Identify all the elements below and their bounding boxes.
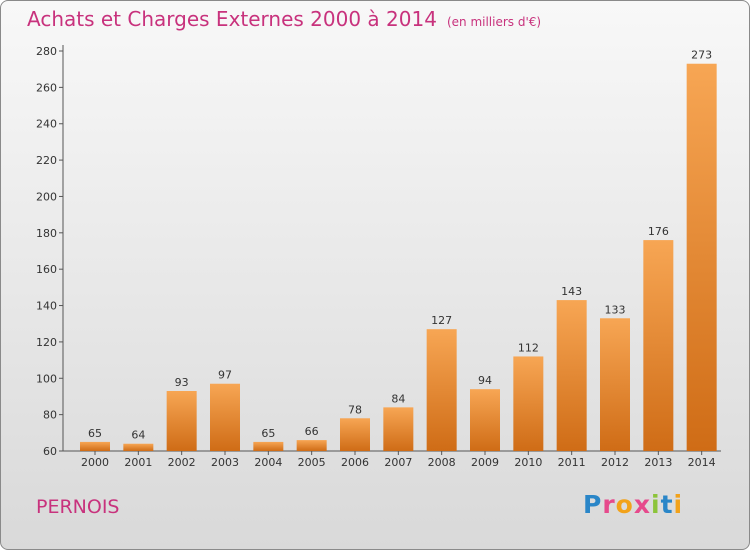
- data-label: 64: [131, 429, 145, 442]
- bar: [123, 443, 154, 451]
- y-tick-label: 160: [36, 263, 57, 276]
- x-tick-label: 2013: [644, 456, 672, 469]
- bar: [513, 356, 544, 451]
- data-label: 133: [605, 303, 626, 316]
- y-tick-label: 240: [36, 118, 57, 131]
- x-tick-label: 2007: [384, 456, 412, 469]
- y-tick-label: 80: [43, 409, 57, 422]
- y-tick-label: 200: [36, 190, 57, 203]
- x-tick-label: 2002: [168, 456, 196, 469]
- data-label: 112: [518, 341, 539, 354]
- town-name: PERNOIS: [36, 496, 120, 518]
- logo-letter: i: [651, 490, 661, 519]
- data-label: 143: [561, 285, 582, 298]
- bar: [253, 441, 284, 451]
- data-label: 273: [691, 49, 712, 62]
- data-label: 78: [348, 403, 362, 416]
- y-tick-label: 100: [36, 372, 57, 385]
- proxiti-logo: Proxiti: [583, 490, 683, 519]
- bar: [643, 240, 674, 451]
- bar: [340, 418, 370, 451]
- data-label: 93: [175, 376, 189, 389]
- x-tick-label: 2004: [254, 456, 282, 469]
- bar: [686, 63, 717, 452]
- bar: [470, 389, 500, 451]
- logo-letter: x: [633, 490, 651, 519]
- logo-letter: P: [583, 490, 603, 519]
- chart-title-text: Achats et Charges Externes 2000 à 2014: [27, 7, 437, 31]
- chart-title: Achats et Charges Externes 2000 à 2014 (e…: [27, 7, 541, 31]
- x-tick-label: 2006: [341, 456, 369, 469]
- bar: [426, 329, 457, 451]
- bar: [80, 441, 110, 451]
- logo-letter: i: [673, 490, 684, 519]
- x-tick-label: 2009: [471, 456, 499, 469]
- bar: [383, 407, 414, 451]
- bar: [296, 440, 327, 451]
- x-tick-label: 2011: [558, 456, 586, 469]
- y-tick-label: 60: [43, 445, 57, 458]
- x-tick-label: 2012: [601, 456, 629, 469]
- y-tick-label: 120: [36, 336, 57, 349]
- data-label: 176: [648, 225, 669, 238]
- x-tick-label: 2003: [211, 456, 239, 469]
- bar: [166, 391, 197, 451]
- data-label: 84: [391, 392, 405, 405]
- data-label: 65: [261, 427, 275, 440]
- data-label: 65: [88, 427, 102, 440]
- y-tick-label: 140: [36, 300, 57, 313]
- y-tick-label: 280: [36, 45, 57, 58]
- logo-letter: o: [615, 490, 634, 519]
- y-tick-label: 260: [36, 81, 57, 94]
- logo-letter: r: [602, 490, 616, 519]
- y-tick-label: 220: [36, 154, 57, 167]
- y-tick-label: 180: [36, 227, 57, 240]
- bar: [210, 383, 240, 451]
- data-label: 94: [478, 374, 492, 387]
- x-tick-label: 2010: [514, 456, 542, 469]
- x-tick-label: 2001: [124, 456, 152, 469]
- chart-unit: (en milliers d'€): [446, 15, 542, 29]
- x-tick-label: 2000: [81, 456, 109, 469]
- x-tick-label: 2008: [428, 456, 456, 469]
- data-label: 97: [218, 369, 232, 382]
- data-label: 127: [431, 314, 452, 327]
- bar: [556, 300, 587, 451]
- data-label: 66: [305, 425, 319, 438]
- logo-letter: t: [660, 490, 674, 519]
- x-tick-label: 2005: [298, 456, 326, 469]
- x-tick-label: 2014: [688, 456, 716, 469]
- bar: [600, 318, 630, 451]
